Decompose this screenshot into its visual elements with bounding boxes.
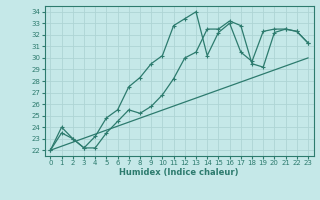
- X-axis label: Humidex (Indice chaleur): Humidex (Indice chaleur): [119, 168, 239, 177]
